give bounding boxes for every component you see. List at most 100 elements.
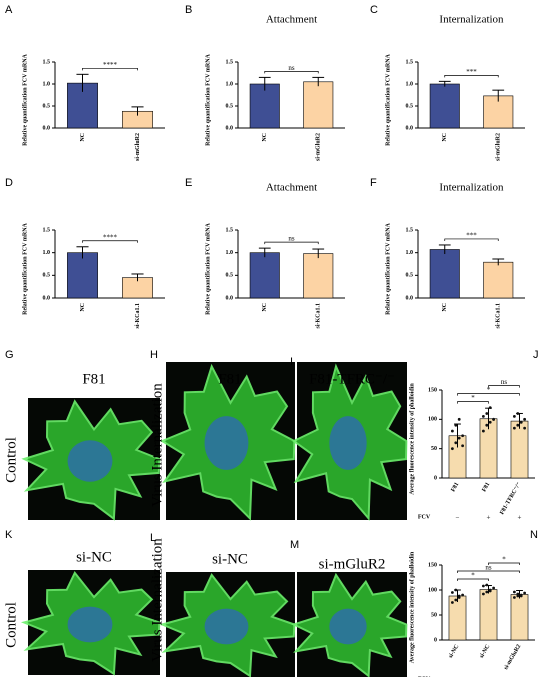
row-label: Virus Internalization <box>149 383 165 507</box>
image-title: F81 <box>218 371 241 387</box>
data-point <box>450 601 454 604</box>
y-tick-label: 0.0 <box>226 125 234 131</box>
significance-label: ns <box>288 64 295 72</box>
row-value: + <box>487 676 491 677</box>
x-tick-label: si-KCa1.1 <box>496 303 502 329</box>
significance-bracket <box>82 67 138 71</box>
data-point <box>454 423 458 427</box>
y-tick-label: 1.0 <box>43 81 51 87</box>
x-tick-label: F81-TFRC⁻/⁻ <box>499 482 522 516</box>
y-tick-label: 0.0 <box>406 295 414 301</box>
significance-label: * <box>502 556 506 564</box>
data-point <box>488 406 492 409</box>
data-point <box>481 592 485 596</box>
y-tick-label: 1.5 <box>43 59 51 65</box>
image-title: F81 <box>82 371 105 387</box>
significance-label: ns <box>485 564 492 572</box>
data-point <box>481 429 485 433</box>
data-point <box>450 429 454 433</box>
chart-title: Internalization <box>439 14 504 26</box>
row-value: + <box>487 514 491 522</box>
image-title: F81-TFRC⁻/⁻ <box>309 371 395 387</box>
data-point <box>512 590 516 594</box>
y-tick-label: 1.5 <box>43 227 51 233</box>
data-point <box>523 426 527 430</box>
y-tick-label: 100 <box>428 587 437 593</box>
significance-bracket <box>264 241 319 245</box>
panel-letter: G <box>5 349 14 361</box>
y-axis-label: Relative quantification FCV mRNA <box>22 222 28 314</box>
y-axis-label: Average fluorescence intensity of phallo… <box>409 383 415 495</box>
data-point <box>454 441 458 445</box>
nucleus <box>204 608 249 645</box>
row-label: Control <box>3 437 19 483</box>
significance-bracket <box>488 385 520 388</box>
y-tick-label: 0.5 <box>406 273 414 279</box>
x-tick-label: F81 <box>481 482 491 493</box>
x-tick-label: si-mGluR2 <box>496 133 502 161</box>
significance-label: **** <box>103 61 118 69</box>
data-point <box>485 412 489 415</box>
data-point <box>488 589 492 593</box>
data-point <box>519 420 523 424</box>
y-tick-label: 0.0 <box>406 125 414 131</box>
x-tick-label: NC <box>442 303 448 312</box>
panel-letter: A <box>5 4 13 16</box>
y-axis-label: Relative quantification FCV mRNA <box>205 53 211 145</box>
x-tick-label: NC <box>262 303 268 312</box>
significance-bracket <box>457 401 489 404</box>
y-tick-label: 1.0 <box>406 250 414 256</box>
image-title: si-NC <box>76 549 112 565</box>
chart-title: Attachment <box>266 14 317 26</box>
panel-letter: B <box>185 4 192 16</box>
y-tick-label: 0.5 <box>43 273 51 279</box>
chart-title: Attachment <box>266 182 317 194</box>
y-tick-label: 0.5 <box>226 273 234 279</box>
y-tick-label: 100 <box>428 417 437 423</box>
significance-bracket <box>457 393 520 396</box>
y-tick-label: 1.5 <box>406 59 414 65</box>
bar <box>429 83 460 129</box>
data-point <box>512 426 516 430</box>
row-value: − <box>456 514 460 522</box>
y-tick-label: 1.5 <box>226 59 234 65</box>
significance-bracket <box>457 570 520 573</box>
data-point <box>516 592 520 596</box>
significance-bracket <box>488 562 520 565</box>
significance-label: * <box>471 572 475 580</box>
panel-letter: F <box>370 177 377 189</box>
y-tick-label: 1.0 <box>406 81 414 87</box>
data-point <box>457 417 461 421</box>
image-title: si-mGluR2 <box>319 556 386 572</box>
x-tick-label: NC <box>80 133 86 142</box>
panel-letter: J <box>533 349 539 361</box>
y-tick-label: 0.0 <box>226 295 234 301</box>
y-tick-label: 1.0 <box>226 250 234 256</box>
panel-letter: D <box>5 177 13 189</box>
data-point <box>454 588 458 592</box>
data-point <box>516 423 520 427</box>
bar <box>67 252 98 299</box>
data-point <box>481 415 485 418</box>
y-tick-label: 0 <box>434 475 437 481</box>
x-tick-label: si-NC <box>479 644 492 660</box>
row-label: FCV <box>418 514 431 520</box>
significance-bracket <box>264 71 319 74</box>
nucleus <box>204 416 249 470</box>
significance-bracket <box>82 240 138 243</box>
panel-letter: I <box>290 356 293 368</box>
data-point <box>488 420 492 424</box>
data-point <box>481 584 485 588</box>
panel-letter: L <box>150 532 156 544</box>
bar <box>249 83 280 129</box>
y-tick-label: 50 <box>431 446 437 452</box>
data-point <box>485 583 489 587</box>
bar <box>303 253 334 299</box>
y-tick-label: 0.5 <box>226 103 234 109</box>
panel-letter: M <box>290 539 299 551</box>
significance-label: * <box>471 394 475 402</box>
bar <box>303 81 334 129</box>
data-point <box>523 417 527 421</box>
significance-bracket <box>444 238 499 241</box>
